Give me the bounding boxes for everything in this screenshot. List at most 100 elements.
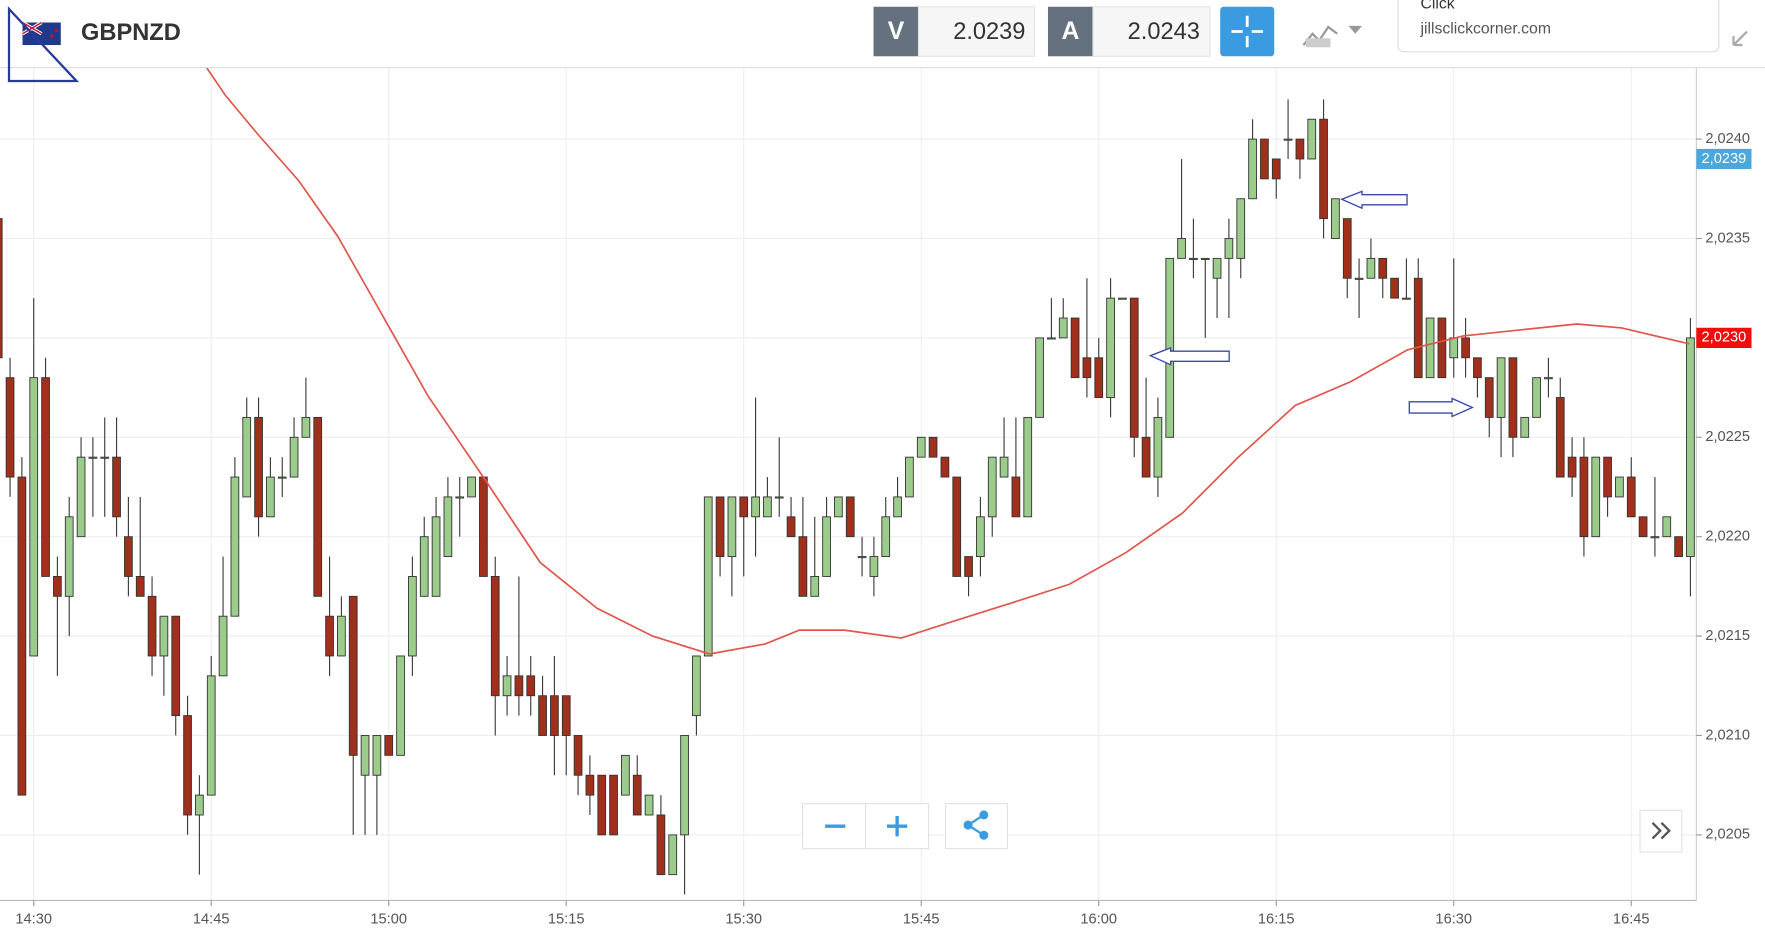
candle-body bbox=[0, 218, 3, 359]
candle-body bbox=[1260, 138, 1269, 180]
candle-body bbox=[1544, 377, 1553, 380]
scroll-right-button[interactable] bbox=[1639, 809, 1683, 853]
candle-body bbox=[1236, 198, 1246, 259]
candle-body bbox=[514, 675, 524, 697]
y-tick-label: 2,0215 bbox=[1705, 628, 1750, 644]
candle-body bbox=[905, 456, 914, 498]
candle-body bbox=[869, 556, 879, 577]
candle-body bbox=[881, 516, 891, 558]
y-tick-label: 2,0205 bbox=[1705, 827, 1750, 843]
candle-body bbox=[999, 456, 1009, 478]
candle-body bbox=[171, 615, 181, 717]
candle-body bbox=[372, 735, 382, 776]
candle-body bbox=[1508, 357, 1518, 438]
candle-body bbox=[254, 416, 263, 518]
candle-body bbox=[1070, 317, 1080, 379]
candle-body bbox=[1200, 257, 1210, 260]
candle-body bbox=[857, 556, 867, 559]
candle-body bbox=[1331, 198, 1340, 239]
candle-body bbox=[1579, 456, 1589, 538]
y-tick-label: 2,0220 bbox=[1705, 529, 1750, 545]
sell-price-box bbox=[917, 6, 1036, 57]
candle-body bbox=[1686, 337, 1695, 558]
candle-body bbox=[17, 476, 27, 796]
price-label-box bbox=[1696, 327, 1752, 349]
candle-body bbox=[159, 615, 169, 657]
x-tick-label: 16:30 bbox=[1435, 911, 1472, 927]
buy-price: 2.0243 bbox=[1128, 19, 1200, 45]
candle-body bbox=[1650, 536, 1660, 539]
x-tick-label: 15:00 bbox=[370, 911, 407, 927]
candle-body bbox=[479, 476, 488, 577]
candle-body bbox=[1437, 317, 1447, 379]
sell-label-box bbox=[873, 6, 919, 57]
candle-body bbox=[632, 774, 642, 816]
candle-body bbox=[1189, 257, 1198, 260]
candle-body bbox=[1626, 476, 1636, 518]
candle-body bbox=[1484, 377, 1494, 418]
candle-body bbox=[1496, 357, 1506, 418]
candle-body bbox=[1567, 456, 1577, 478]
zoom-in-button[interactable] bbox=[865, 803, 930, 850]
candle-body bbox=[1378, 257, 1388, 279]
candle-body bbox=[325, 615, 334, 657]
popup-box bbox=[1397, 0, 1720, 53]
candle-body bbox=[88, 456, 98, 459]
x-tick-label: 14:45 bbox=[193, 911, 230, 927]
candle-body bbox=[526, 675, 536, 697]
candle-body bbox=[455, 496, 465, 499]
candle-body bbox=[431, 516, 441, 597]
candle-body bbox=[301, 416, 311, 438]
candle-body bbox=[1307, 118, 1317, 160]
candle-body bbox=[1366, 257, 1376, 279]
candle-body bbox=[183, 715, 192, 816]
x-tick-label: 16:45 bbox=[1613, 911, 1650, 927]
candle-body bbox=[1461, 337, 1470, 359]
x-tick-label: 16:15 bbox=[1258, 911, 1295, 927]
candle-body bbox=[384, 735, 394, 756]
candle-body bbox=[573, 735, 583, 776]
candle-body bbox=[502, 675, 512, 697]
candle-body bbox=[53, 575, 62, 597]
candle-body bbox=[1035, 337, 1044, 418]
candle-body bbox=[1449, 337, 1459, 359]
sell-button[interactable]: V 2.0239 bbox=[873, 6, 1036, 57]
buy-button[interactable]: A 2.0243 bbox=[1047, 6, 1211, 57]
x-tick-label: 16:00 bbox=[1080, 911, 1117, 927]
candle-body bbox=[810, 575, 820, 597]
candle-body bbox=[100, 456, 110, 459]
x-tick-label: 15:15 bbox=[548, 911, 585, 927]
candle-body bbox=[786, 516, 796, 538]
candle-body bbox=[1177, 238, 1186, 259]
grid bbox=[0, 67, 1697, 901]
x-tick-label: 15:45 bbox=[903, 911, 940, 927]
candle-body bbox=[1129, 297, 1139, 438]
collapse-icon[interactable] bbox=[1732, 30, 1748, 47]
candle-body bbox=[609, 774, 618, 836]
candle-body bbox=[1555, 397, 1565, 478]
annotation-arrow bbox=[1148, 346, 1230, 366]
candle-body bbox=[987, 456, 997, 518]
buy-price-box bbox=[1092, 6, 1211, 57]
crosshair-button[interactable] bbox=[1220, 6, 1275, 57]
candle-body bbox=[1082, 357, 1092, 379]
candle-body bbox=[1638, 516, 1648, 538]
zoom-out-button[interactable] bbox=[802, 803, 867, 850]
candle-body bbox=[644, 794, 654, 816]
candle-body bbox=[940, 456, 950, 478]
share-button[interactable] bbox=[944, 803, 1009, 850]
candle-body bbox=[1271, 158, 1281, 180]
candle-body bbox=[916, 436, 926, 458]
candle-body bbox=[1319, 118, 1328, 220]
candle-body bbox=[656, 814, 666, 876]
candle-body bbox=[443, 496, 453, 558]
chart-type-dropdown[interactable] bbox=[1302, 25, 1363, 48]
popup-text: jillsclickcorner.com bbox=[1420, 20, 1551, 37]
candle-body bbox=[952, 476, 962, 577]
popup[interactable]: Click jillsclickcorner.com bbox=[1397, 0, 1720, 53]
candle-body bbox=[408, 575, 417, 657]
candle-body bbox=[64, 516, 74, 597]
candle-body bbox=[1295, 138, 1305, 160]
candle-body bbox=[266, 476, 275, 518]
candle-body bbox=[467, 476, 476, 498]
